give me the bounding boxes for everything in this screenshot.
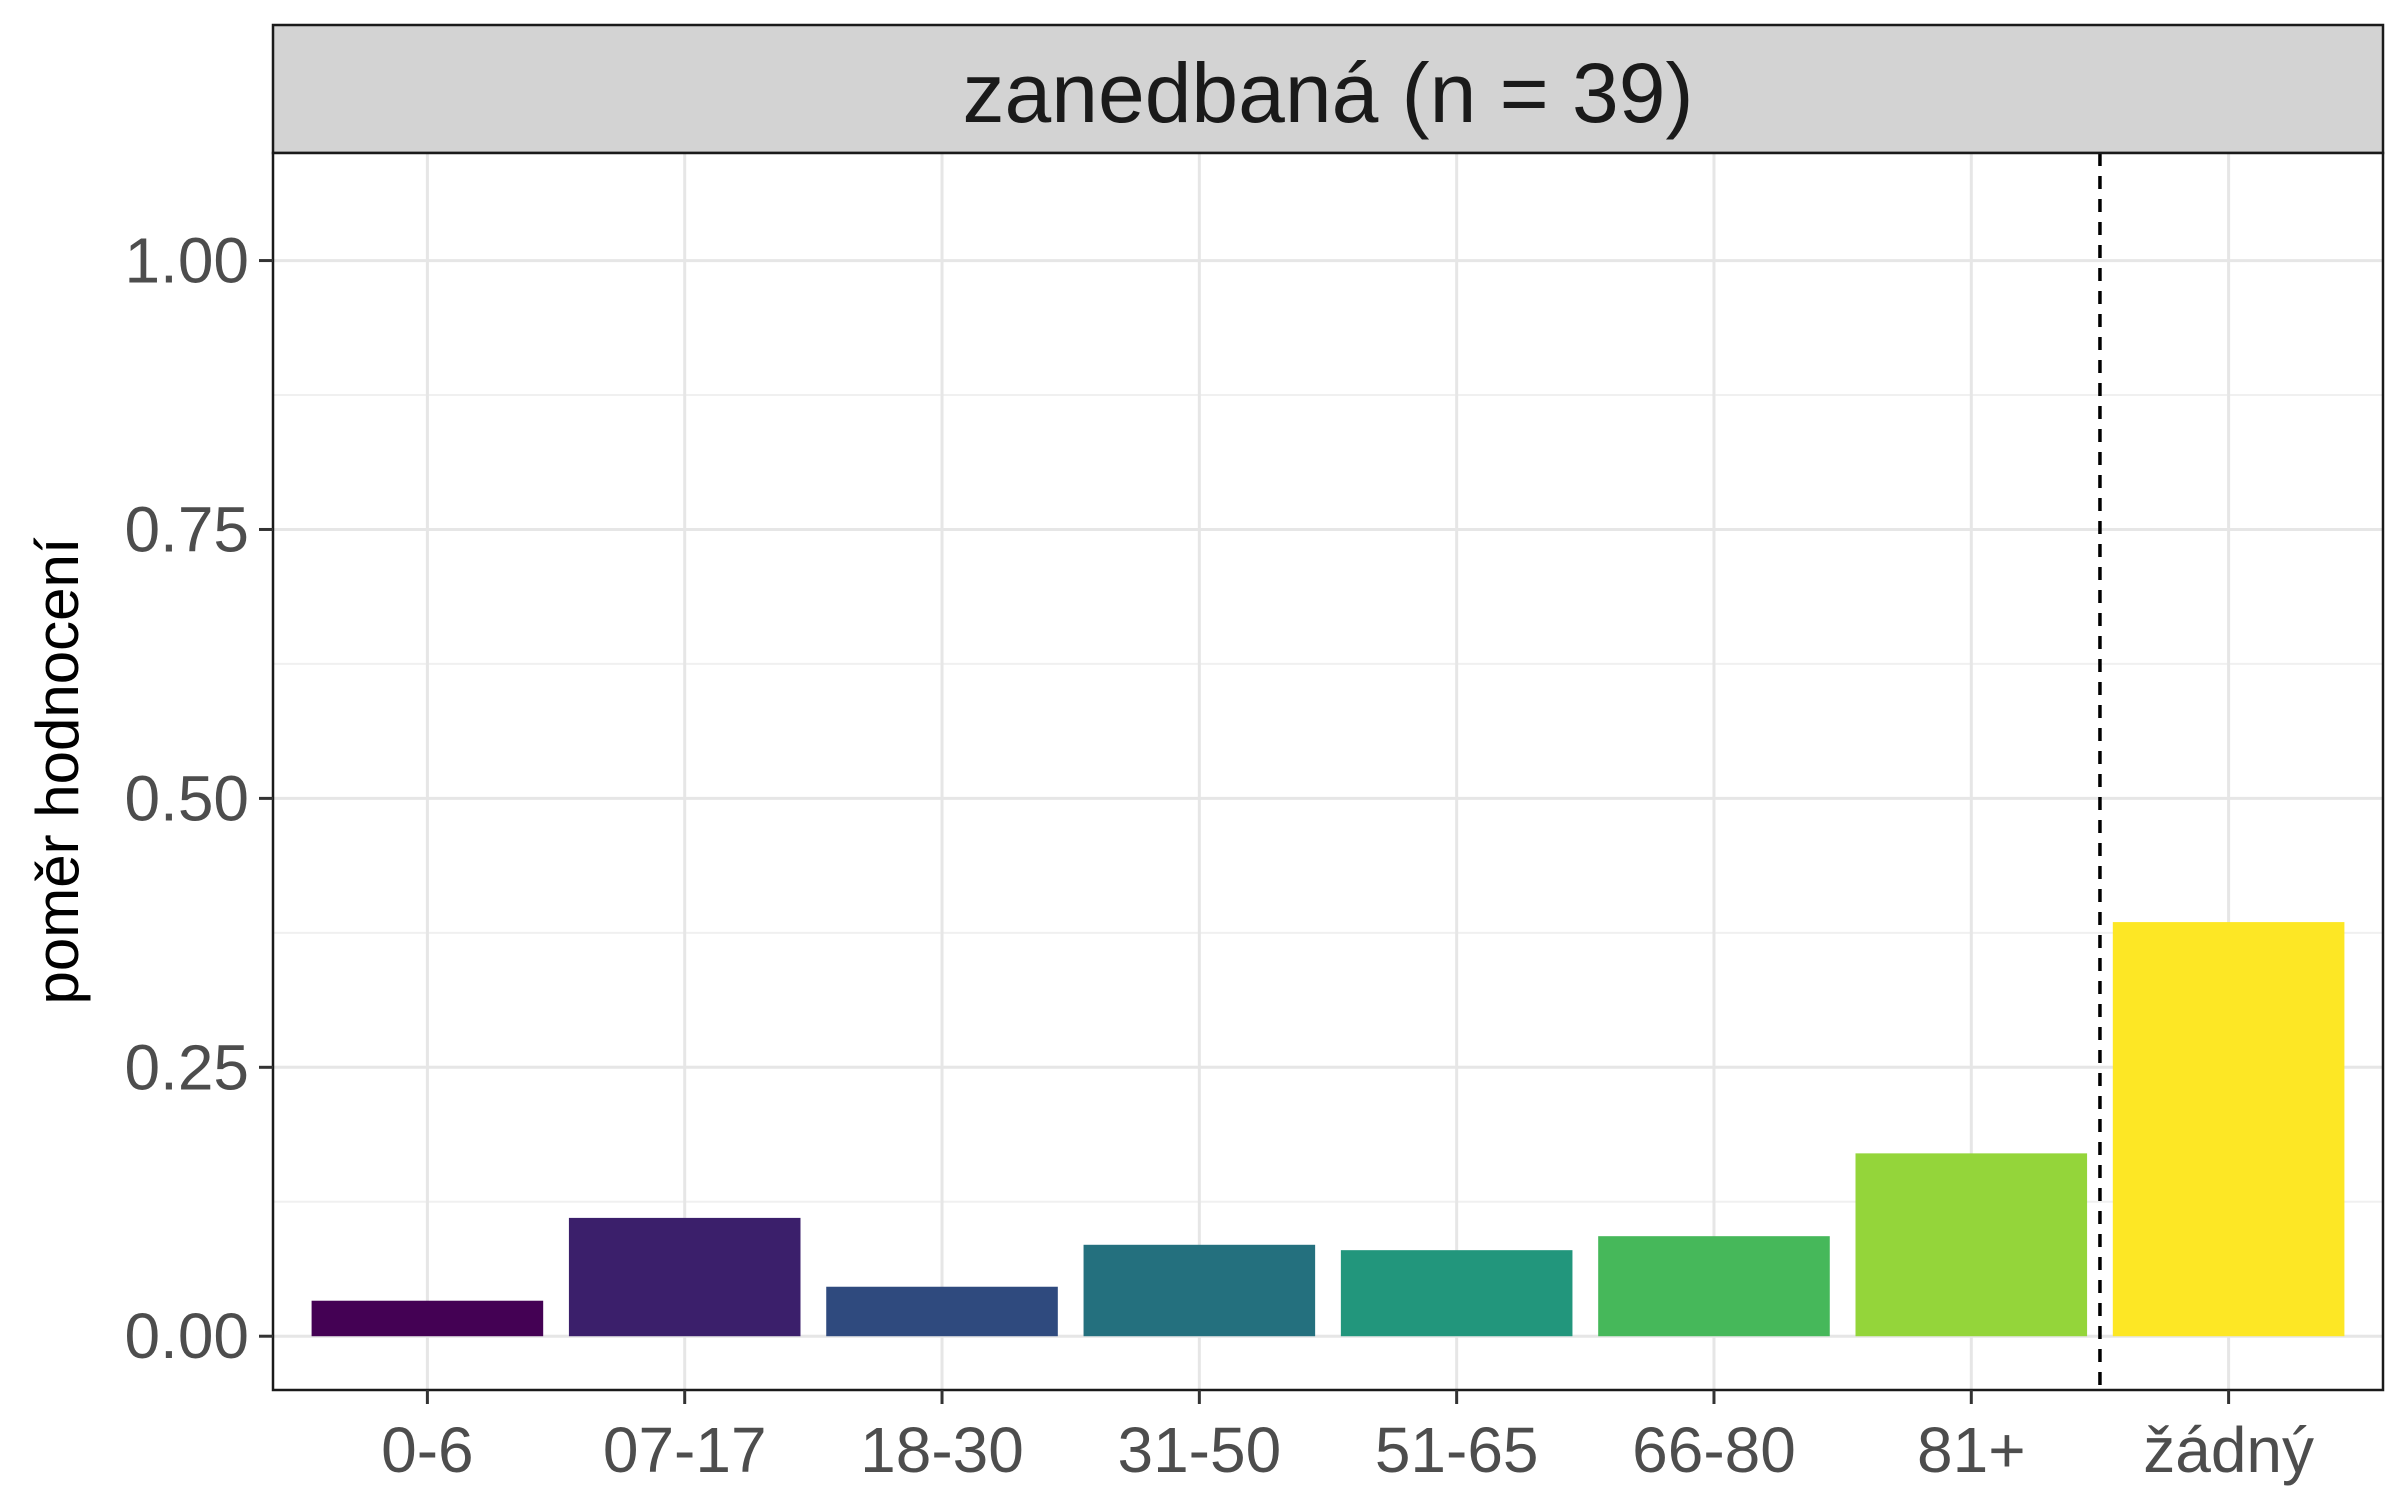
x-tick-label: 81+	[1917, 1414, 2026, 1486]
y-tick-label: 0.75	[124, 493, 249, 565]
y-tick-label: 0.00	[124, 1300, 249, 1372]
bar-66-80	[1598, 1236, 1830, 1337]
x-tick-label: 0-6	[381, 1414, 474, 1486]
x-tick-label: 07-17	[603, 1414, 767, 1486]
x-tick-label: 31-50	[1117, 1414, 1281, 1486]
bars	[311, 922, 2345, 1337]
bar-0-6	[311, 1300, 544, 1337]
y-tick-label: 1.00	[124, 225, 249, 297]
x-tick-label: žádný	[2143, 1414, 2314, 1486]
bar-18-30	[826, 1286, 1058, 1337]
x-tick-label: 51-65	[1375, 1414, 1539, 1486]
chart-title: zanedbaná (n = 39)	[963, 46, 1694, 140]
y-tick-label: 0.50	[124, 762, 249, 834]
x-tick-label: 18-30	[860, 1414, 1024, 1486]
bar-žádný	[2112, 922, 2345, 1337]
x-tick-label: 66-80	[1632, 1414, 1796, 1486]
facet-strip	[271, 23, 2385, 155]
x-axis: 0-6 07-17 18-30 31-50 51-65 66-80 81+ žádný	[381, 1390, 2314, 1486]
bar-81+	[1855, 1153, 2088, 1337]
y-tick-label: 0.25	[124, 1031, 249, 1103]
y-axis-title: poměr hodnocení	[24, 537, 91, 1004]
plot-border	[271, 151, 2385, 1392]
bar-51-65	[1340, 1250, 1573, 1337]
bar-07-17	[568, 1217, 801, 1337]
y-axis: 0.00 0.25 0.50 0.75 1.00	[124, 225, 273, 1372]
bar-31-50	[1083, 1244, 1316, 1337]
